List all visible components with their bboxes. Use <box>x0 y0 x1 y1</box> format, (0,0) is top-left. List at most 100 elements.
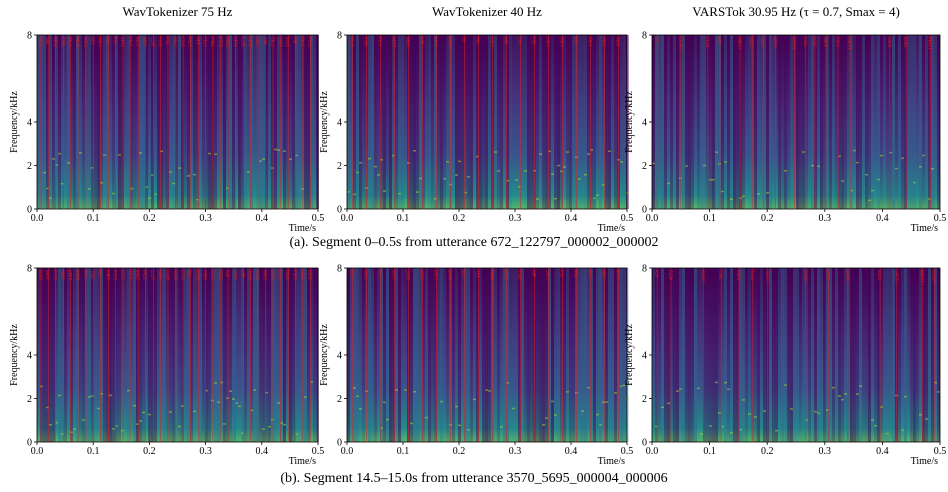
harmonic <box>506 382 509 384</box>
spectrogram-column <box>652 35 655 209</box>
x-tick-label: 0.5 <box>621 213 634 224</box>
spectrogram-column <box>271 35 274 209</box>
token-id: 5856 <box>814 37 819 48</box>
spectrogram-column <box>244 268 247 442</box>
x-axis-label: Time/s <box>911 223 939 234</box>
spectrogram-column <box>235 268 238 442</box>
harmonic <box>655 425 658 428</box>
spectrogram-column <box>512 35 515 209</box>
harmonic <box>112 428 115 430</box>
spectrogram-column <box>49 268 52 442</box>
harmonic <box>178 167 181 169</box>
token-id: 1785 <box>547 270 552 281</box>
token-id: 1777 <box>152 270 157 281</box>
harmonic <box>127 389 130 392</box>
spectrogram-column <box>572 268 575 442</box>
harmonic <box>229 390 232 392</box>
token-id: 1585 <box>365 270 370 281</box>
token-id: 1298 <box>491 37 496 48</box>
spectrogram-column <box>292 268 295 442</box>
harmonic <box>937 391 940 393</box>
harmonic <box>766 192 769 194</box>
spectrogram-column <box>145 35 148 209</box>
harmonic <box>739 197 742 199</box>
token-id: 497 <box>242 270 247 278</box>
spectrogram-column <box>247 35 250 209</box>
spectrogram-column <box>295 268 298 442</box>
spectrogram-column <box>611 35 614 209</box>
x-tick-label: 0.2 <box>761 446 774 457</box>
spectrogram-column <box>112 268 115 442</box>
harmonic <box>775 429 778 432</box>
spectrogram-column <box>581 268 584 442</box>
spectrogram-column <box>241 268 244 442</box>
spectrogram-column <box>844 35 847 209</box>
harmonic <box>709 179 712 181</box>
spectrogram-column <box>527 268 530 442</box>
spectrogram-column <box>46 268 49 442</box>
spectrogram-column <box>778 268 781 442</box>
harmonic <box>889 151 892 154</box>
harmonic <box>700 433 703 435</box>
spectrogram-column <box>488 268 491 442</box>
harmonic <box>103 154 106 156</box>
spectrogram-column <box>109 268 112 442</box>
spectrogram-column <box>425 268 428 442</box>
spectrogram-column <box>581 35 584 209</box>
token-id: 3246 <box>121 37 126 48</box>
harmonic <box>235 402 238 404</box>
spectrogram-column <box>623 35 626 209</box>
spectrogram-column <box>664 268 667 442</box>
y-tick-label: 4 <box>337 118 342 129</box>
harmonic <box>922 154 925 157</box>
x-tick-label: 0.1 <box>703 213 716 224</box>
harmonic <box>121 429 124 432</box>
harmonic <box>500 426 503 428</box>
spectrogram-column <box>766 35 769 209</box>
harmonic <box>841 398 844 401</box>
spectrogram-column <box>530 268 533 442</box>
harmonic <box>58 394 61 397</box>
harmonic <box>353 193 356 196</box>
token-id: 5239 <box>39 37 44 48</box>
spectrogram-column <box>569 35 572 209</box>
spectrogram-column <box>347 35 350 209</box>
spectrogram-column <box>506 268 509 442</box>
token-id: 312 <box>519 37 524 45</box>
y-tick-label: 2 <box>27 161 32 172</box>
spectrogram-column <box>518 35 521 209</box>
spectrogram-column <box>706 268 709 442</box>
spectrogram-column <box>679 268 682 442</box>
spectrogram-column <box>274 35 277 209</box>
x-tick-label: 0.1 <box>397 213 410 224</box>
spectrogram-column <box>587 35 590 209</box>
y-tick-label: 4 <box>642 351 647 362</box>
spectrogram-column <box>353 268 356 442</box>
spectrogram-column <box>350 268 353 442</box>
spectrogram-column <box>253 35 256 209</box>
spectrogram-column <box>184 35 187 209</box>
spectrogram-column <box>892 35 895 209</box>
spectrogram-column <box>139 35 142 209</box>
spectrogram-column <box>736 268 739 442</box>
token-id: 2181 <box>249 270 254 281</box>
spectrogram-column <box>220 268 223 442</box>
spectrogram-column <box>250 268 253 442</box>
spectrogram-column <box>289 35 292 209</box>
token-id: 2352 <box>114 270 119 281</box>
token-id: 3769 <box>174 37 179 48</box>
token-id: 1615 <box>449 37 454 48</box>
harmonic <box>455 174 458 176</box>
spectrogram-column <box>253 268 256 442</box>
token-id: 10775 <box>933 270 938 283</box>
token-id: 2940 <box>77 37 82 48</box>
spectrogram-column <box>895 35 898 209</box>
spectrogram-column <box>250 35 253 209</box>
spectrogram-column <box>160 268 163 442</box>
token-id: 702 <box>107 37 112 45</box>
harmonic <box>748 413 751 415</box>
x-tick-label: 0.4 <box>256 446 269 457</box>
spectrogram-column <box>268 35 271 209</box>
spectrogram-column <box>79 268 82 442</box>
spectrogram-column <box>193 268 196 442</box>
